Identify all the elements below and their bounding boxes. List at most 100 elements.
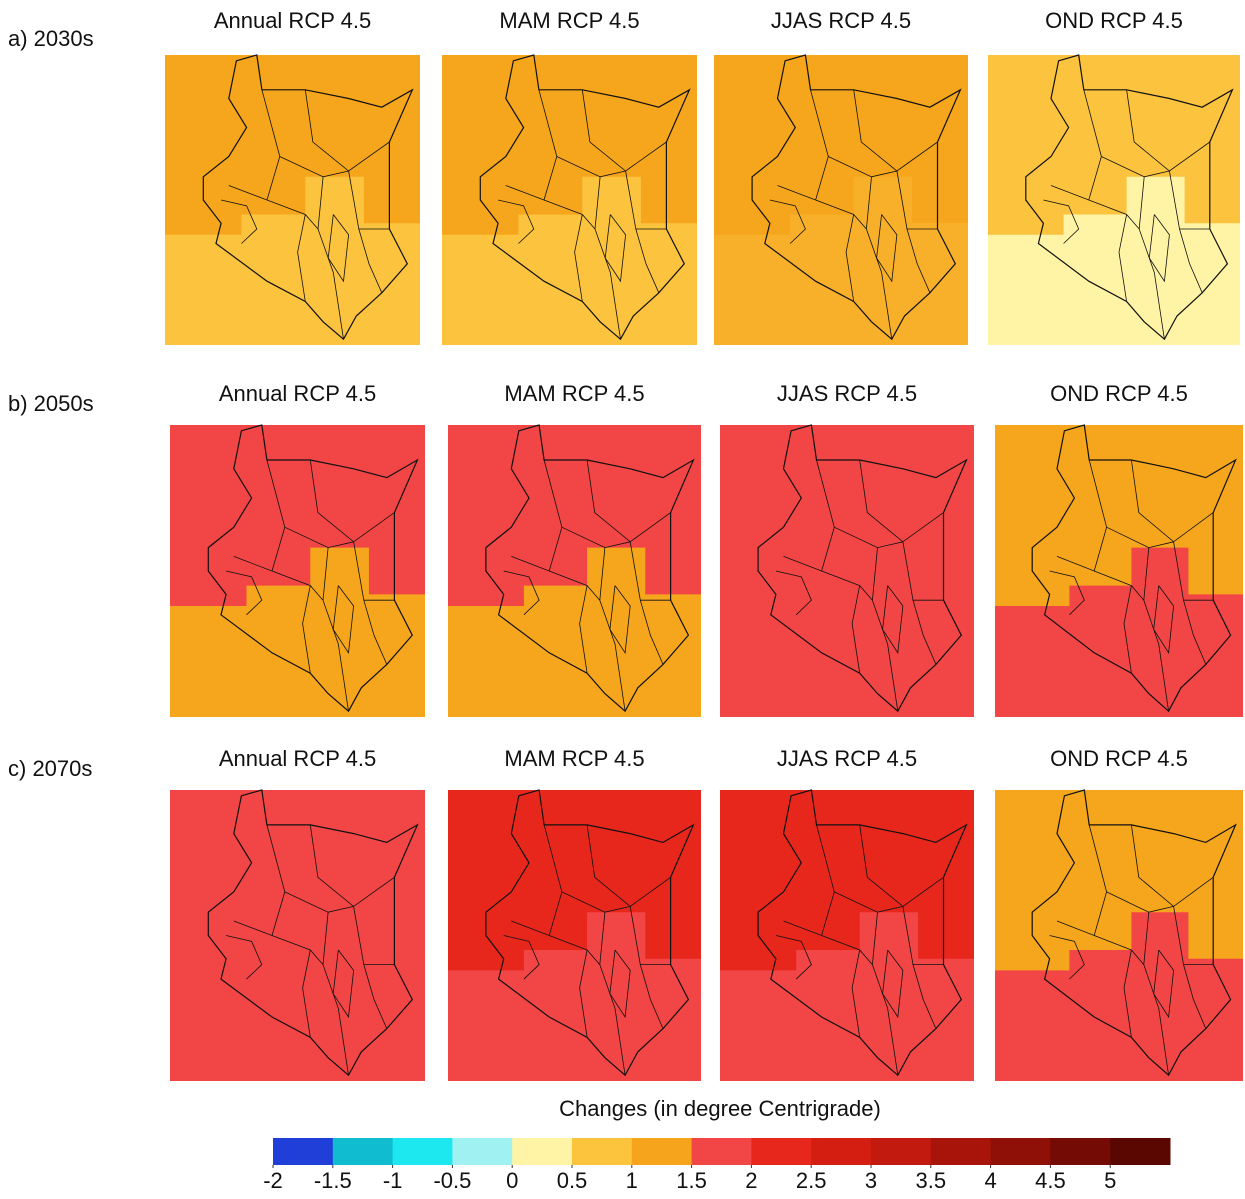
county-boundary xyxy=(859,459,944,543)
colorbar-tick-label: 0.5 xyxy=(557,1168,588,1193)
map-panel xyxy=(995,789,1243,1081)
colorbar-segment xyxy=(273,1138,334,1165)
county-boundary xyxy=(233,459,286,572)
map-panel xyxy=(988,54,1240,345)
county-boundary xyxy=(1123,949,1132,1038)
country-outline xyxy=(202,54,414,341)
county-boundary xyxy=(363,964,388,1029)
country-outline xyxy=(1031,424,1237,713)
map-patch xyxy=(988,176,1240,345)
country-outline xyxy=(757,424,968,713)
county-boundary xyxy=(579,949,588,1038)
county-boundary xyxy=(906,228,931,293)
county-boundary xyxy=(783,824,835,937)
county-boundary xyxy=(871,912,899,1076)
colorbar-tick-label: 3 xyxy=(865,1168,877,1193)
county-boundary xyxy=(851,949,861,1038)
county-boundary xyxy=(851,585,861,674)
county-boundary xyxy=(604,214,627,283)
county-boundary xyxy=(221,199,258,244)
county-boundary xyxy=(304,89,390,172)
map-patch xyxy=(448,547,701,717)
row-label: c) 2070s xyxy=(8,756,92,781)
map-panel xyxy=(995,424,1243,717)
row-label: b) 2050s xyxy=(8,391,94,416)
country-outline xyxy=(485,424,695,713)
map-patch xyxy=(720,912,974,1081)
colorbar-tick-label: -2 xyxy=(263,1168,283,1193)
colorbar-segment xyxy=(811,1138,872,1165)
county-boundary xyxy=(503,570,540,616)
map-panel xyxy=(170,789,425,1081)
county-boundary xyxy=(609,585,631,654)
panel-title: Annual RCP 4.5 xyxy=(219,746,376,771)
county-boundary xyxy=(297,214,306,302)
colorbar-tick-label: 2.5 xyxy=(796,1168,827,1193)
county-boundary xyxy=(639,964,664,1029)
row-label: a) 2030s xyxy=(8,26,94,51)
county-boundary xyxy=(1056,824,1108,937)
county-boundary xyxy=(505,89,558,201)
map-panel xyxy=(448,789,701,1081)
colorbar-tick-label: 1.5 xyxy=(676,1168,707,1193)
map-panel xyxy=(165,54,420,345)
panel-title: JJAS RCP 4.5 xyxy=(777,746,917,771)
colorbar-tick-label: -1 xyxy=(383,1168,403,1193)
county-boundary xyxy=(363,600,388,665)
county-boundary xyxy=(1126,89,1211,172)
county-boundary xyxy=(783,459,835,572)
county-boundary xyxy=(358,228,383,293)
county-boundary xyxy=(228,89,281,201)
map-patch xyxy=(170,912,425,1081)
map-panel xyxy=(442,54,697,345)
county-boundary xyxy=(859,824,944,907)
map-patch xyxy=(995,547,1243,717)
panel-title: OND RCP 4.5 xyxy=(1050,381,1188,406)
country-outline xyxy=(1031,789,1237,1077)
county-boundary xyxy=(1143,912,1169,1076)
colorbar-tick-label: 4.5 xyxy=(1035,1168,1066,1193)
colorbar-tick-label: 1 xyxy=(626,1168,638,1193)
county-boundary xyxy=(882,585,904,654)
county-boundary xyxy=(882,949,904,1019)
county-boundary xyxy=(579,585,588,674)
county-boundary xyxy=(599,912,626,1076)
panel-title: OND RCP 4.5 xyxy=(1050,746,1188,771)
county-boundary xyxy=(845,214,855,302)
county-boundary xyxy=(599,547,626,712)
colorbar-segment xyxy=(392,1138,453,1165)
county-boundary xyxy=(876,214,898,283)
county-boundary xyxy=(635,228,660,293)
county-boundary xyxy=(777,89,829,201)
county-boundary xyxy=(511,459,563,572)
county-boundary xyxy=(511,824,563,937)
county-boundary xyxy=(1153,585,1175,654)
map-panel xyxy=(170,424,425,717)
county-boundary xyxy=(1138,176,1165,340)
county-boundary xyxy=(327,214,350,283)
county-boundary xyxy=(322,547,349,712)
county-boundary xyxy=(1056,459,1108,572)
colorbar-segment xyxy=(452,1138,513,1165)
colorbar-tick-label: -0.5 xyxy=(433,1168,471,1193)
county-boundary xyxy=(317,176,344,340)
county-boundary xyxy=(1148,214,1170,283)
map-patch xyxy=(714,176,968,345)
colorbar-segment xyxy=(1050,1138,1111,1165)
county-boundary xyxy=(302,585,311,674)
county-boundary xyxy=(1131,459,1214,543)
panel-title: OND RCP 4.5 xyxy=(1045,8,1183,33)
county-boundary xyxy=(322,912,349,1076)
county-boundary xyxy=(332,585,355,654)
panel-title: JJAS RCP 4.5 xyxy=(777,381,917,406)
panel-title: MAM RCP 4.5 xyxy=(504,746,644,771)
county-boundary xyxy=(639,600,664,665)
country-outline xyxy=(1025,54,1234,341)
county-boundary xyxy=(226,570,263,616)
country-outline xyxy=(485,789,695,1077)
map-panel xyxy=(720,424,974,717)
map-patch xyxy=(995,912,1243,1081)
country-outline xyxy=(757,789,968,1077)
county-boundary xyxy=(586,824,671,907)
